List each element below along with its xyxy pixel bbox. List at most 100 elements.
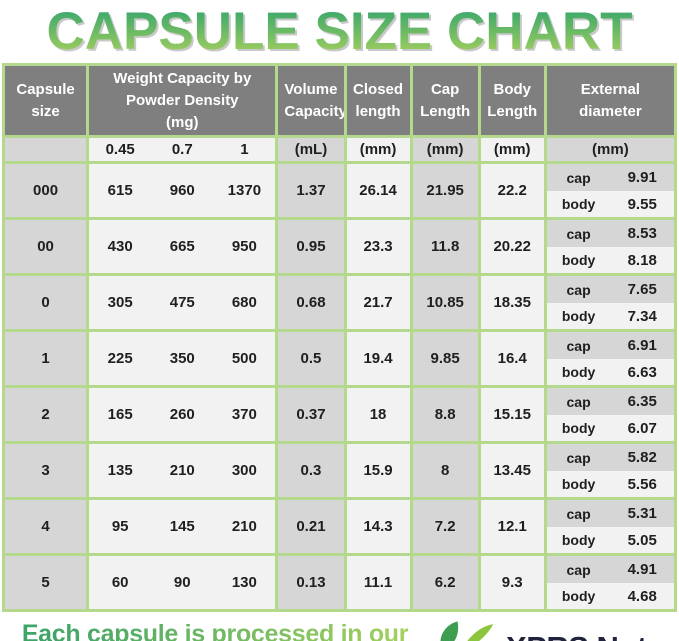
external-cap-value: 9.91 [627,169,657,186]
closed-length-cell: 19.4 [343,329,413,389]
external-cap-subrow: cap 4.91 [548,557,673,583]
external-diameter-cell: cap 9.91 body 9.55 [543,161,678,221]
units-row: 0.45 0.7 1 (mL) (mm) (mm) (mm) (mm) [1,135,678,165]
capsule-size-cell: 5 [1,553,90,613]
volume-capacity-cell: 0.3 [275,441,347,501]
external-body-label: body [561,588,596,604]
page-title: CAPSULE SIZE CHART [0,2,679,62]
external-body-value: 5.05 [627,531,657,549]
cap-length-cell: 7.2 [409,497,481,557]
weight-capacity-cell: 305 475 680 [86,273,279,333]
volume-capacity-cell: 0.37 [275,385,347,445]
closed-length-cell: 21.7 [343,273,413,333]
external-body-value: 5.56 [627,475,657,493]
cap-length-cell: 6.2 [409,553,481,613]
external-cap-label: cap [566,281,591,298]
weight-values: 615 960 1370 [91,182,274,200]
external-body-subrow: body 4.68 [548,582,673,608]
external-diameter-cell: cap 7.65 body 7.34 [543,273,678,333]
capsule-size-table: Capsule size Weight Capacity by Powder D… [1,62,678,613]
volume-capacity-cell: 0.21 [275,497,347,557]
header-capsule-size: Capsule size [1,62,90,139]
weight-values: 165 260 370 [91,406,274,424]
external-cap-value: 8.53 [627,225,657,242]
density-value: 0.7 [171,141,193,159]
external-diameter-cell: cap 6.91 body 6.63 [543,329,678,389]
footer-caption: Each capsule is processed in our facilit… [4,621,426,641]
weight-capacity-cell: 225 350 500 [86,329,279,389]
external-body-subrow: body 5.05 [548,526,673,552]
volume-capacity-cell: 0.13 [275,553,347,613]
table-row: 000 615 960 1370 1.37 26.14 21.95 22.2 cap 9.91 bo… [1,161,678,221]
header-volume-capacity: Volume Capacity [275,62,347,139]
weight-value: 615 [107,182,133,200]
capsule-size-cell: 1 [1,329,90,389]
external-body-value: 7.34 [627,307,657,325]
external-body-value: 6.07 [627,419,657,437]
footer: Each capsule is processed in our facilit… [0,620,679,641]
units-capsule-size-cell [1,135,90,165]
weight-value: 430 [107,238,133,256]
cap-length-cell: 8 [409,441,481,501]
weight-value: 210 [169,462,195,480]
density-value: 0.45 [105,141,135,159]
brand-name: XPRS Nutra [506,630,675,641]
units-external-cell: (mm) [543,135,678,165]
external-body-label: body [561,532,596,548]
weight-value: 210 [231,518,257,536]
external-diameter-cell: cap 6.35 body 6.07 [543,385,678,445]
weight-values: 430 665 950 [91,238,274,256]
footer-caption-line1: Each capsule is processed in our [21,620,409,641]
weight-value: 475 [169,294,195,312]
weight-value: 95 [111,518,129,536]
weight-value: 680 [231,294,257,312]
density-value: 1 [240,141,249,159]
external-cap-label: cap [566,393,591,410]
volume-capacity-cell: 0.68 [275,273,347,333]
external-diameter-cell: cap 4.91 body 4.68 [543,553,678,613]
body-length-cell: 9.3 [477,553,547,613]
external-diameter-cell: cap 5.82 body 5.56 [543,441,678,501]
external-body-subrow: body 7.34 [548,302,673,328]
weight-value: 950 [231,238,257,256]
external-cap-subrow: cap 5.82 [548,445,673,471]
capsule-size-cell: 0 [1,273,90,333]
closed-length-cell: 23.3 [343,217,413,277]
table-header-row: Capsule size Weight Capacity by Powder D… [1,62,678,139]
external-diameter-cell: cap 8.53 body 8.18 [543,217,678,277]
table-row: 4 95 145 210 0.21 14.3 7.2 12.1 cap 5.31 body 5.05 [1,497,678,557]
external-cap-value: 5.82 [627,449,657,466]
capsule-size-cell: 2 [1,385,90,445]
external-cap-subrow: cap 7.65 [548,277,673,303]
units-density-cell: 0.45 0.7 1 [86,135,279,165]
external-cap-subrow: cap 8.53 [548,221,673,247]
header-closed-length: Closed length [343,62,413,139]
body-length-cell: 12.1 [477,497,547,557]
table-row: 00 430 665 950 0.95 23.3 11.8 20.22 cap 8.53 body 8… [1,217,678,277]
brand-logo: XPRS Nutra [430,620,675,641]
external-body-subrow: body 6.07 [548,414,673,440]
weight-value: 130 [231,574,257,592]
external-cap-subrow: cap 6.35 [548,389,673,415]
weight-capacity-cell: 95 145 210 [86,497,279,557]
weight-values: 225 350 500 [91,350,274,367]
body-length-cell: 13.45 [477,441,547,501]
weight-value: 665 [169,238,195,256]
weight-value: 260 [169,406,195,424]
external-body-subrow: body 9.55 [548,190,673,216]
header-weight-capacity: Weight Capacity by Powder Density (mg) [86,62,279,139]
external-cap-value: 5.31 [627,505,657,522]
density-values: 0.45 0.7 1 [91,141,274,159]
xprs-nutra-logo-icon [440,621,494,641]
external-cap-value: 7.65 [627,281,657,298]
body-length-cell: 16.4 [477,329,547,389]
cap-length-cell: 8.8 [409,385,481,445]
header-cap-length: Cap Length [409,62,481,139]
capsule-size-cell: 3 [1,441,90,501]
table-row: 3 135 210 300 0.3 15.9 8 13.45 cap 5.82 body 5.56 [1,441,678,501]
weight-value: 960 [169,182,195,200]
closed-length-cell: 18 [343,385,413,445]
weight-value: 165 [107,406,133,424]
external-body-subrow: body 8.18 [548,246,673,272]
